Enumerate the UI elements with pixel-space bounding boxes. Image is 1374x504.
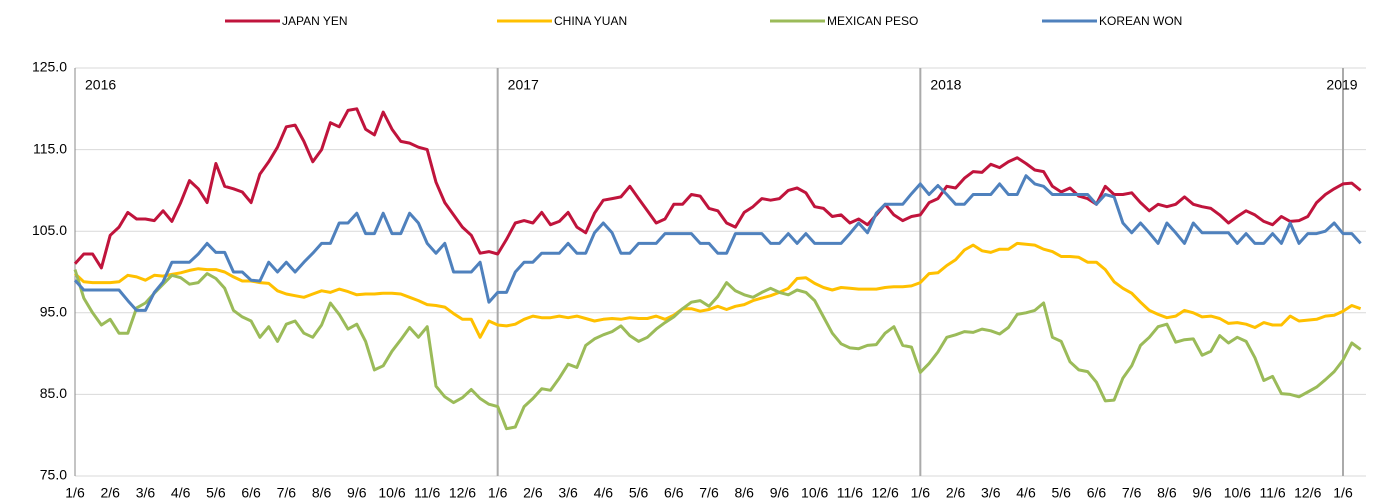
y-tick-label: 95.0	[40, 304, 67, 320]
x-tick-label: 11/6	[837, 485, 863, 501]
x-tick-label: 7/6	[699, 485, 719, 501]
legend-label: JAPAN YEN	[282, 14, 348, 28]
x-tick-label: 1/6	[488, 485, 508, 501]
x-tick-label: 6/6	[1087, 485, 1107, 501]
x-tick-label: 7/6	[277, 485, 297, 501]
x-tick-label: 2/6	[523, 485, 543, 501]
y-tick-label: 85.0	[40, 385, 67, 401]
x-tick-label: 9/6	[1192, 485, 1212, 501]
year-label: 2017	[508, 77, 539, 93]
year-label: 2019	[1326, 77, 1357, 93]
legend-label: MEXICAN PESO	[827, 14, 918, 28]
x-tick-label: 1/6	[1333, 485, 1353, 501]
x-tick-label: 6/6	[241, 485, 261, 501]
x-tick-label: 11/6	[414, 485, 440, 501]
x-tick-label: 4/6	[1016, 485, 1036, 501]
x-tick-label: 10/6	[801, 485, 828, 501]
x-tick-label: 3/6	[558, 485, 578, 501]
x-tick-label: 3/6	[136, 485, 156, 501]
y-tick-label: 75.0	[40, 467, 67, 483]
x-tick-label: 1/6	[911, 485, 931, 501]
x-tick-label: 5/6	[206, 485, 226, 501]
x-tick-label: 12/6	[871, 485, 898, 501]
x-tick-label: 3/6	[981, 485, 1001, 501]
x-tick-label: 4/6	[594, 485, 614, 501]
legend-label: CHINA YUAN	[554, 14, 627, 28]
x-tick-label: 10/6	[378, 485, 405, 501]
x-tick-label: 12/6	[1294, 485, 1321, 501]
legend: JAPAN YEN CHINA YUAN MEXICAN PESO KOREAN WO…	[225, 14, 1182, 28]
series-line	[73, 174, 1362, 312]
x-tick-label: 8/6	[1157, 485, 1177, 501]
year-label: 2018	[930, 77, 961, 93]
y-tick-label: 115.0	[33, 140, 67, 156]
x-tick-label: 9/6	[347, 485, 367, 501]
x-tick-label: 12/6	[449, 485, 476, 501]
year-label: 2016	[85, 77, 116, 93]
x-tick-label: 6/6	[664, 485, 684, 501]
x-tick-label: 9/6	[770, 485, 790, 501]
x-tick-label: 8/6	[734, 485, 754, 501]
legend-label: KOREAN WON	[1099, 14, 1182, 28]
x-tick-label: 5/6	[1051, 485, 1071, 501]
series-line	[73, 107, 1362, 270]
y-tick-label: 105.0	[32, 222, 67, 238]
x-tick-label: 2/6	[946, 485, 966, 501]
x-tick-label: 10/6	[1224, 485, 1251, 501]
x-tick-label: 7/6	[1122, 485, 1142, 501]
x-tick-label: 11/6	[1259, 485, 1285, 501]
x-tick-label: 8/6	[312, 485, 332, 501]
series-line	[73, 269, 1362, 431]
x-tick-label: 5/6	[629, 485, 649, 501]
series-line	[73, 241, 1362, 339]
x-tick-label: 2/6	[100, 485, 120, 501]
y-tick-label: 125.0	[32, 59, 67, 75]
x-tick-label: 4/6	[171, 485, 191, 501]
x-tick-label: 1/6	[65, 485, 85, 501]
